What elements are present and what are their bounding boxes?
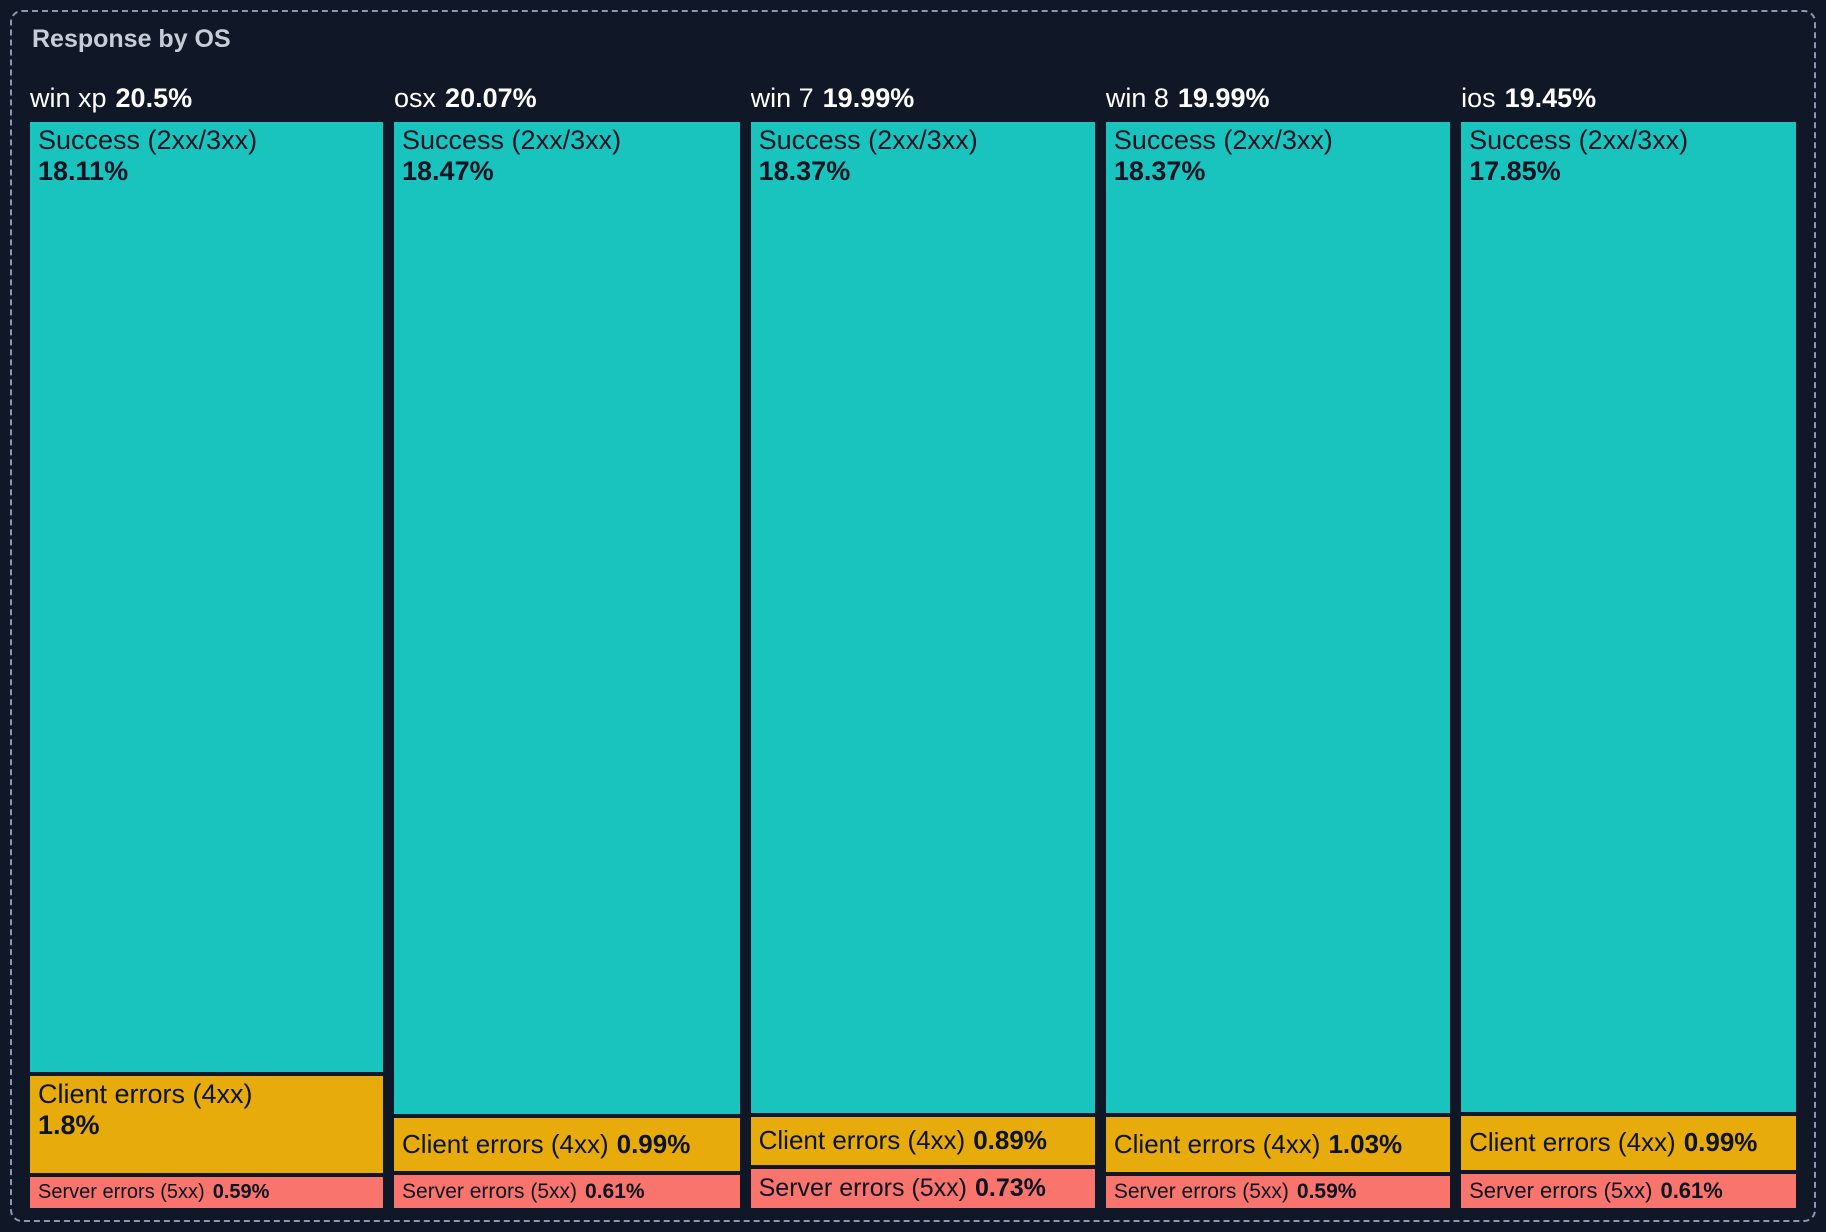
segment-label: Success (2xx/3xx) <box>38 125 258 155</box>
treemap-column-osx: osx 20.07% Success (2xx/3xx) 18.47% Client … <box>394 66 740 1208</box>
treemap-segment-success[interactable]: Success (2xx/3xx) 18.47% <box>394 122 740 1115</box>
panel-title: Response by OS <box>32 25 231 53</box>
treemap-segment-success[interactable]: Success (2xx/3xx) 17.85% <box>1461 122 1797 1112</box>
segment-value: 0.61% <box>1660 1178 1723 1204</box>
column-segments: Success (2xx/3xx) 18.37% Client errors (4… <box>1105 122 1451 1208</box>
segment-label: Server errors (5xx) <box>38 1181 205 1204</box>
segment-value: 0.73% <box>975 1173 1046 1202</box>
treemap-segment-client[interactable]: Client errors (4xx) 1.03% <box>1105 1116 1451 1173</box>
column-header: ios 19.45% <box>1461 66 1796 122</box>
panel-frame: Response by OS win xp 20.5% Success (2xx/3… <box>10 10 1816 1222</box>
segment-label: Success (2xx/3xx) <box>758 125 978 155</box>
column-header: win xp 20.5% <box>30 66 383 122</box>
column-header: osx 20.07% <box>394 66 740 122</box>
treemap-segment-server[interactable]: Server errors (5xx) 0.61% <box>394 1175 740 1208</box>
segment-label: Success (2xx/3xx) <box>1113 125 1333 155</box>
os-label: win 8 <box>1105 83 1169 113</box>
treemap-column-win-8: win 8 19.99% Success (2xx/3xx) 18.37% Clien… <box>1105 66 1451 1208</box>
treemap-segment-client[interactable]: Client errors (4xx) 1.8% <box>30 1076 384 1174</box>
os-label: osx <box>394 83 437 113</box>
segment-value: 1.03% <box>1328 1129 1403 1160</box>
segment-label: Server errors (5xx) <box>402 1179 578 1203</box>
column-header: win 7 19.99% <box>751 66 1095 122</box>
treemap-segment-server[interactable]: Server errors (5xx) 0.73% <box>750 1168 1095 1208</box>
treemap-chart: win xp 20.5% Success (2xx/3xx) 18.11% Clien… <box>30 66 1797 1208</box>
segment-value: 17.85% <box>1469 156 1561 187</box>
segment-value: 18.37% <box>758 156 851 187</box>
segment-label: Client errors (4xx) <box>1469 1127 1676 1158</box>
os-label: win xp <box>30 83 107 113</box>
segment-label: Success (2xx/3xx) <box>1469 125 1689 155</box>
segment-label: Client errors (4xx) <box>402 1129 609 1160</box>
segment-label: Success (2xx/3xx) <box>402 125 622 155</box>
treemap-segment-client[interactable]: Client errors (4xx) 0.99% <box>394 1118 740 1172</box>
segment-value: 0.89% <box>973 1125 1047 1156</box>
segment-label: Client errors (4xx) <box>1113 1129 1321 1160</box>
segment-value: 18.47% <box>402 156 494 187</box>
treemap-segment-success[interactable]: Success (2xx/3xx) 18.11% <box>30 122 384 1073</box>
segment-value: 18.37% <box>1113 156 1206 187</box>
segment-value: 0.99% <box>1683 1127 1758 1158</box>
column-header: win 8 19.99% <box>1106 66 1450 122</box>
segment-value: 0.61% <box>585 1179 645 1203</box>
treemap-segment-server[interactable]: Server errors (5xx) 0.59% <box>30 1177 384 1208</box>
treemap-column-ios: ios 19.45% Success (2xx/3xx) 17.85% Client … <box>1461 66 1797 1208</box>
os-share-value: 19.99% <box>1177 83 1270 113</box>
segment-value: 0.59% <box>1296 1180 1357 1204</box>
segment-label: Server errors (5xx) <box>1469 1178 1653 1204</box>
treemap-segment-client[interactable]: Client errors (4xx) 0.99% <box>1461 1115 1797 1171</box>
segment-value: 0.99% <box>616 1129 691 1160</box>
column-segments: Success (2xx/3xx) 17.85% Client errors (4… <box>1461 122 1797 1208</box>
os-label: win 7 <box>750 83 814 113</box>
segment-value: 0.59% <box>212 1181 270 1204</box>
treemap-segment-server[interactable]: Server errors (5xx) 0.59% <box>1105 1176 1451 1208</box>
column-segments: Success (2xx/3xx) 18.47% Client errors (4… <box>394 122 740 1208</box>
segment-label: Server errors (5xx) <box>1113 1180 1289 1204</box>
treemap-segment-success[interactable]: Success (2xx/3xx) 18.37% <box>750 122 1095 1113</box>
treemap-segment-server[interactable]: Server errors (5xx) 0.61% <box>1461 1174 1797 1208</box>
os-share-value: 19.99% <box>822 83 915 113</box>
os-share-value: 20.07% <box>445 83 537 113</box>
treemap-segment-success[interactable]: Success (2xx/3xx) 18.37% <box>1105 122 1451 1113</box>
os-share-value: 20.5% <box>115 83 193 113</box>
os-label: ios <box>1461 83 1496 113</box>
segment-label: Server errors (5xx) <box>758 1173 967 1202</box>
os-share-value: 19.45% <box>1504 83 1597 113</box>
treemap-segment-client[interactable]: Client errors (4xx) 0.89% <box>750 1116 1095 1165</box>
segment-value: 18.11% <box>38 156 129 187</box>
column-segments: Success (2xx/3xx) 18.11% Client errors (4… <box>30 122 384 1208</box>
segment-value: 1.8% <box>38 1110 100 1141</box>
treemap-column-win-7: win 7 19.99% Success (2xx/3xx) 18.37% Clien… <box>750 66 1095 1208</box>
column-segments: Success (2xx/3xx) 18.37% Client errors (4… <box>750 122 1095 1208</box>
segment-label: Client errors (4xx) <box>38 1079 253 1110</box>
segment-label: Client errors (4xx) <box>758 1125 966 1156</box>
treemap-column-win-xp: win xp 20.5% Success (2xx/3xx) 18.11% Clien… <box>30 66 384 1208</box>
